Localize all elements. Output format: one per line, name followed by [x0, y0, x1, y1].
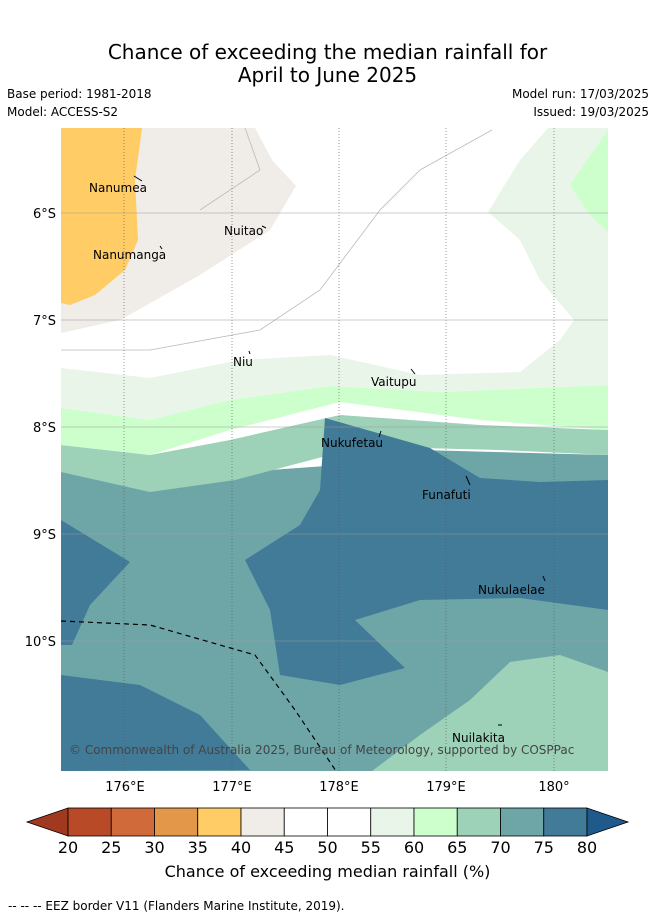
model-run-text: Model run: 17/03/2025: [511, 87, 649, 101]
eez-legend-footer: -- -- -- EEZ border V11 (Flanders Marine…: [8, 899, 345, 913]
colorbar-segment: [456, 807, 501, 837]
colorbar-segment: [413, 807, 458, 837]
place-label-vaitupu: Vaitupu: [371, 375, 417, 389]
contour-60-65-ne: [570, 130, 608, 232]
model-text: Model: ACCESS-S2: [7, 105, 119, 119]
lat-label: 6°S: [33, 207, 56, 222]
colorbar-tick-label: 50: [317, 838, 338, 857]
contour-60-65: [61, 385, 608, 455]
lat-label: 8°S: [33, 421, 56, 436]
contour-35-40: [61, 128, 142, 305]
contour-65-70-south: [372, 655, 608, 771]
lon-label: 179°E: [426, 780, 466, 795]
copyright-text: © Commonwealth of Australia 2025, Bureau…: [69, 743, 574, 757]
colorbar-segment: [240, 807, 285, 837]
place-label-nukufetau: Nukufetau: [321, 436, 383, 450]
colorbar-segment: [283, 807, 328, 837]
colorbar-tick-label: 20: [57, 838, 79, 857]
colorbar-title: Chance of exceeding median rainfall (%): [164, 862, 491, 881]
issued-text: Issued: 19/03/2025: [533, 105, 649, 119]
colorbar-segment: [543, 807, 588, 837]
contour-75-80-west: [61, 520, 130, 645]
place-label-nanumea: Nanumea: [89, 181, 147, 195]
contour-55-60: [61, 128, 608, 420]
colorbar-tick-label: 55: [360, 838, 381, 857]
place-label-funafuti: Funafuti: [422, 488, 471, 502]
colorbar-extend-high: [586, 807, 630, 837]
colorbar-tick-label: 65: [447, 838, 468, 857]
colorbar-segment: [154, 807, 199, 837]
chart-title-line1: Chance of exceeding the median rainfall …: [107, 40, 548, 64]
colorbar-segment: [500, 807, 545, 837]
lat-label: 7°S: [33, 314, 56, 329]
colorbar-tick-label: 70: [490, 838, 511, 857]
lat-label: 9°S: [33, 528, 56, 543]
place-label-nuilakita: Nuilakita: [452, 731, 505, 745]
colorbar-tick-label: 60: [403, 838, 425, 857]
colorbar-extend-low: [25, 807, 69, 837]
base-period-text: Base period: 1981-2018: [7, 87, 152, 101]
lat-label: 10°S: [25, 635, 56, 650]
place-label-nuitao: Nuitao: [224, 224, 263, 238]
colorbar-tick-label: 35: [187, 838, 208, 857]
colorbar-segment: [67, 807, 112, 837]
chart-title-line2: April to June 2025: [237, 63, 418, 87]
lon-label: 180°: [538, 780, 569, 795]
colorbar: [25, 807, 630, 837]
colorbar-tick-label: 25: [101, 838, 122, 857]
colorbar-segment: [327, 807, 372, 837]
lon-label: 176°E: [105, 780, 145, 795]
colorbar-segment: [110, 807, 155, 837]
lon-label: 178°E: [319, 780, 359, 795]
place-label-niu: Niu: [233, 355, 253, 369]
colorbar-tick-label: 30: [144, 838, 165, 857]
contour-75-80-center: [245, 418, 608, 685]
place-label-nanumanga: Nanumanga: [93, 248, 166, 262]
colorbar-tick-label: 75: [533, 838, 554, 857]
colorbar-tick-label: 45: [274, 838, 295, 857]
contour-75-80-sw: [61, 675, 250, 771]
colorbar-segment: [370, 807, 415, 837]
colorbar-segment: [197, 807, 242, 837]
lon-label: 177°E: [212, 780, 252, 795]
colorbar-tick-label: 80: [576, 838, 598, 857]
eez-border-line: [60, 620, 337, 772]
place-label-nukulaelae: Nukulaelae: [478, 583, 545, 597]
colorbar-tick-label: 40: [230, 838, 252, 857]
